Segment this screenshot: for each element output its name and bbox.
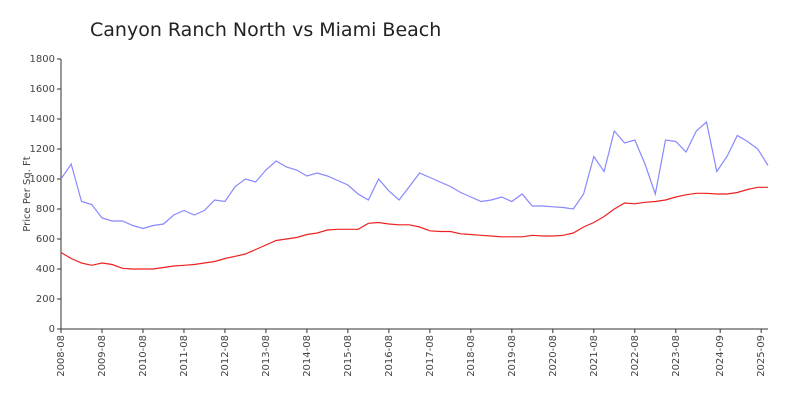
x-tick-label: 2011-08: [179, 335, 190, 377]
y-tick-label: 200: [36, 294, 55, 305]
x-tick-label: 2014-08: [302, 335, 313, 377]
x-tick-label: 2024-09: [715, 335, 726, 377]
y-tick-label: 1400: [30, 114, 55, 125]
x-tick-label: 2025-09: [756, 335, 767, 377]
x-tick-label: 2018-08: [466, 335, 477, 377]
x-tick-label: 2015-08: [343, 335, 354, 377]
y-tick-label: 400: [36, 264, 55, 275]
y-tick-label: 1000: [30, 174, 55, 185]
y-tick-label: 600: [36, 234, 55, 245]
x-tick-label: 2016-08: [384, 335, 395, 377]
x-tick-label: 2009-08: [97, 335, 108, 377]
x-tick-label: 2023-08: [671, 335, 682, 377]
y-tick-label: 800: [36, 204, 55, 215]
x-tick-label: 2021-08: [589, 335, 600, 377]
x-tick-label: 2017-08: [425, 335, 436, 377]
y-tick-label: 1200: [30, 144, 55, 155]
x-tick-label: 2012-08: [220, 335, 231, 377]
data-line: [60, 186, 768, 270]
x-tick-label: 2010-08: [138, 335, 149, 377]
x-tick-label: 2008-08: [56, 335, 67, 377]
data-line: [60, 120, 769, 230]
y-tick-label: 0: [49, 324, 55, 335]
x-tick-label: 2013-08: [261, 335, 272, 377]
y-axis-label: Price Per Sq. Ft: [22, 156, 33, 231]
y-tick-label: 1600: [30, 84, 55, 95]
x-tick-label: 2022-08: [630, 335, 641, 377]
chart-title: Canyon Ranch North vs Miami Beach: [90, 19, 441, 41]
y-tick-label: 1800: [30, 54, 55, 65]
x-tick-label: 2019-08: [507, 335, 518, 377]
x-tick-label: 2020-08: [548, 335, 559, 377]
